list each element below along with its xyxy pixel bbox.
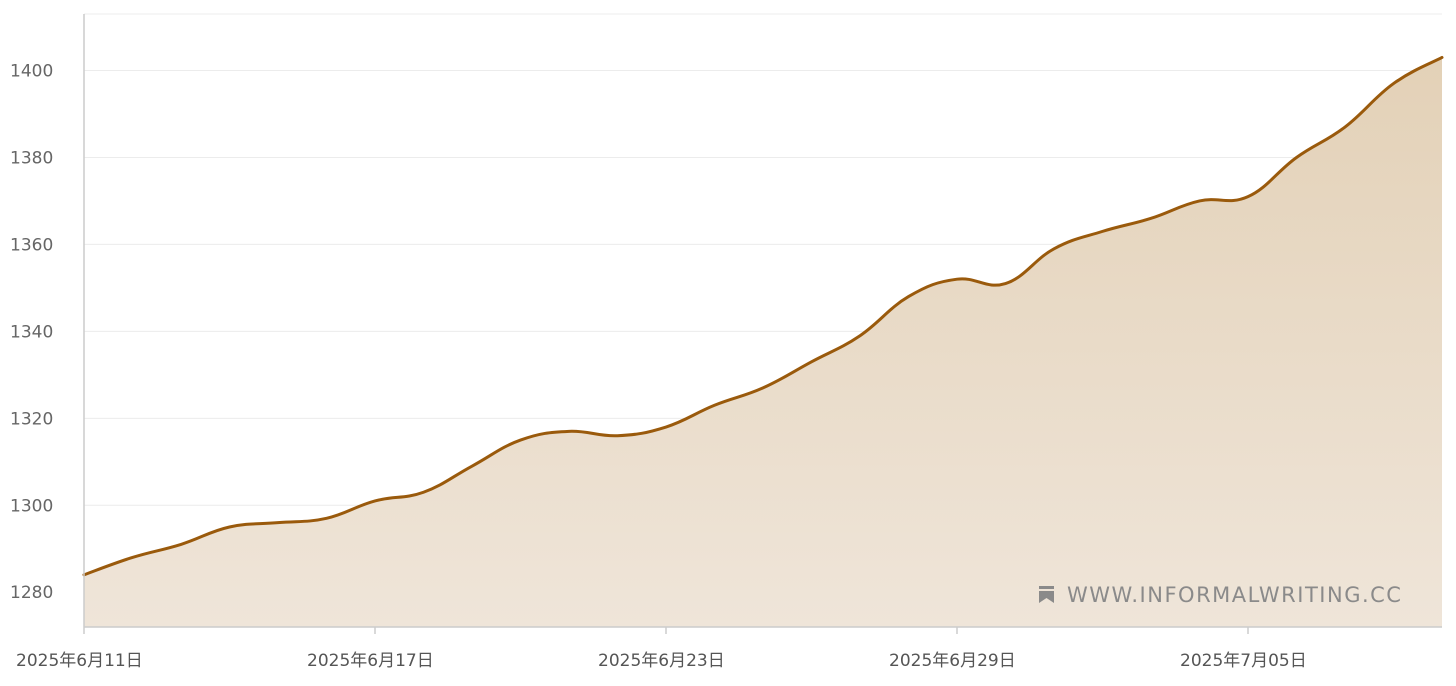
axes	[83, 14, 1442, 628]
y-tick-label: 1280	[10, 583, 53, 603]
y-tick-label: 1340	[10, 322, 53, 342]
x-tick-label: 2025年6月29日	[889, 651, 1016, 671]
bookmark-icon	[1039, 586, 1054, 603]
x-axis-ticks: 2025年6月11日 2025年6月17日 2025年6月23日 2025年6月29日…	[16, 627, 1307, 671]
area-fill-layer	[82, 55, 1444, 628]
series-line	[82, 55, 1444, 577]
y-axis-ticks: 1280 1300 1320 1340 1360 1380 1400	[10, 62, 53, 604]
x-tick-label: 2025年6月11日	[16, 651, 143, 671]
y-tick-label: 1380	[10, 148, 53, 168]
y-tick-label: 1360	[10, 235, 53, 255]
x-tick-label: 2025年6月17日	[307, 651, 434, 671]
x-tick-label: 2025年6月23日	[598, 651, 725, 671]
watermark: WWW.INFORMALWRITING.CC	[1039, 583, 1402, 607]
y-tick-label: 1300	[10, 496, 53, 516]
y-tick-label: 1400	[10, 62, 53, 82]
y-tick-label: 1320	[10, 409, 53, 429]
x-tick-label: 2025年7月05日	[1180, 651, 1307, 671]
watermark-text: WWW.INFORMALWRITING.CC	[1067, 583, 1402, 607]
area-fill	[84, 57, 1442, 628]
